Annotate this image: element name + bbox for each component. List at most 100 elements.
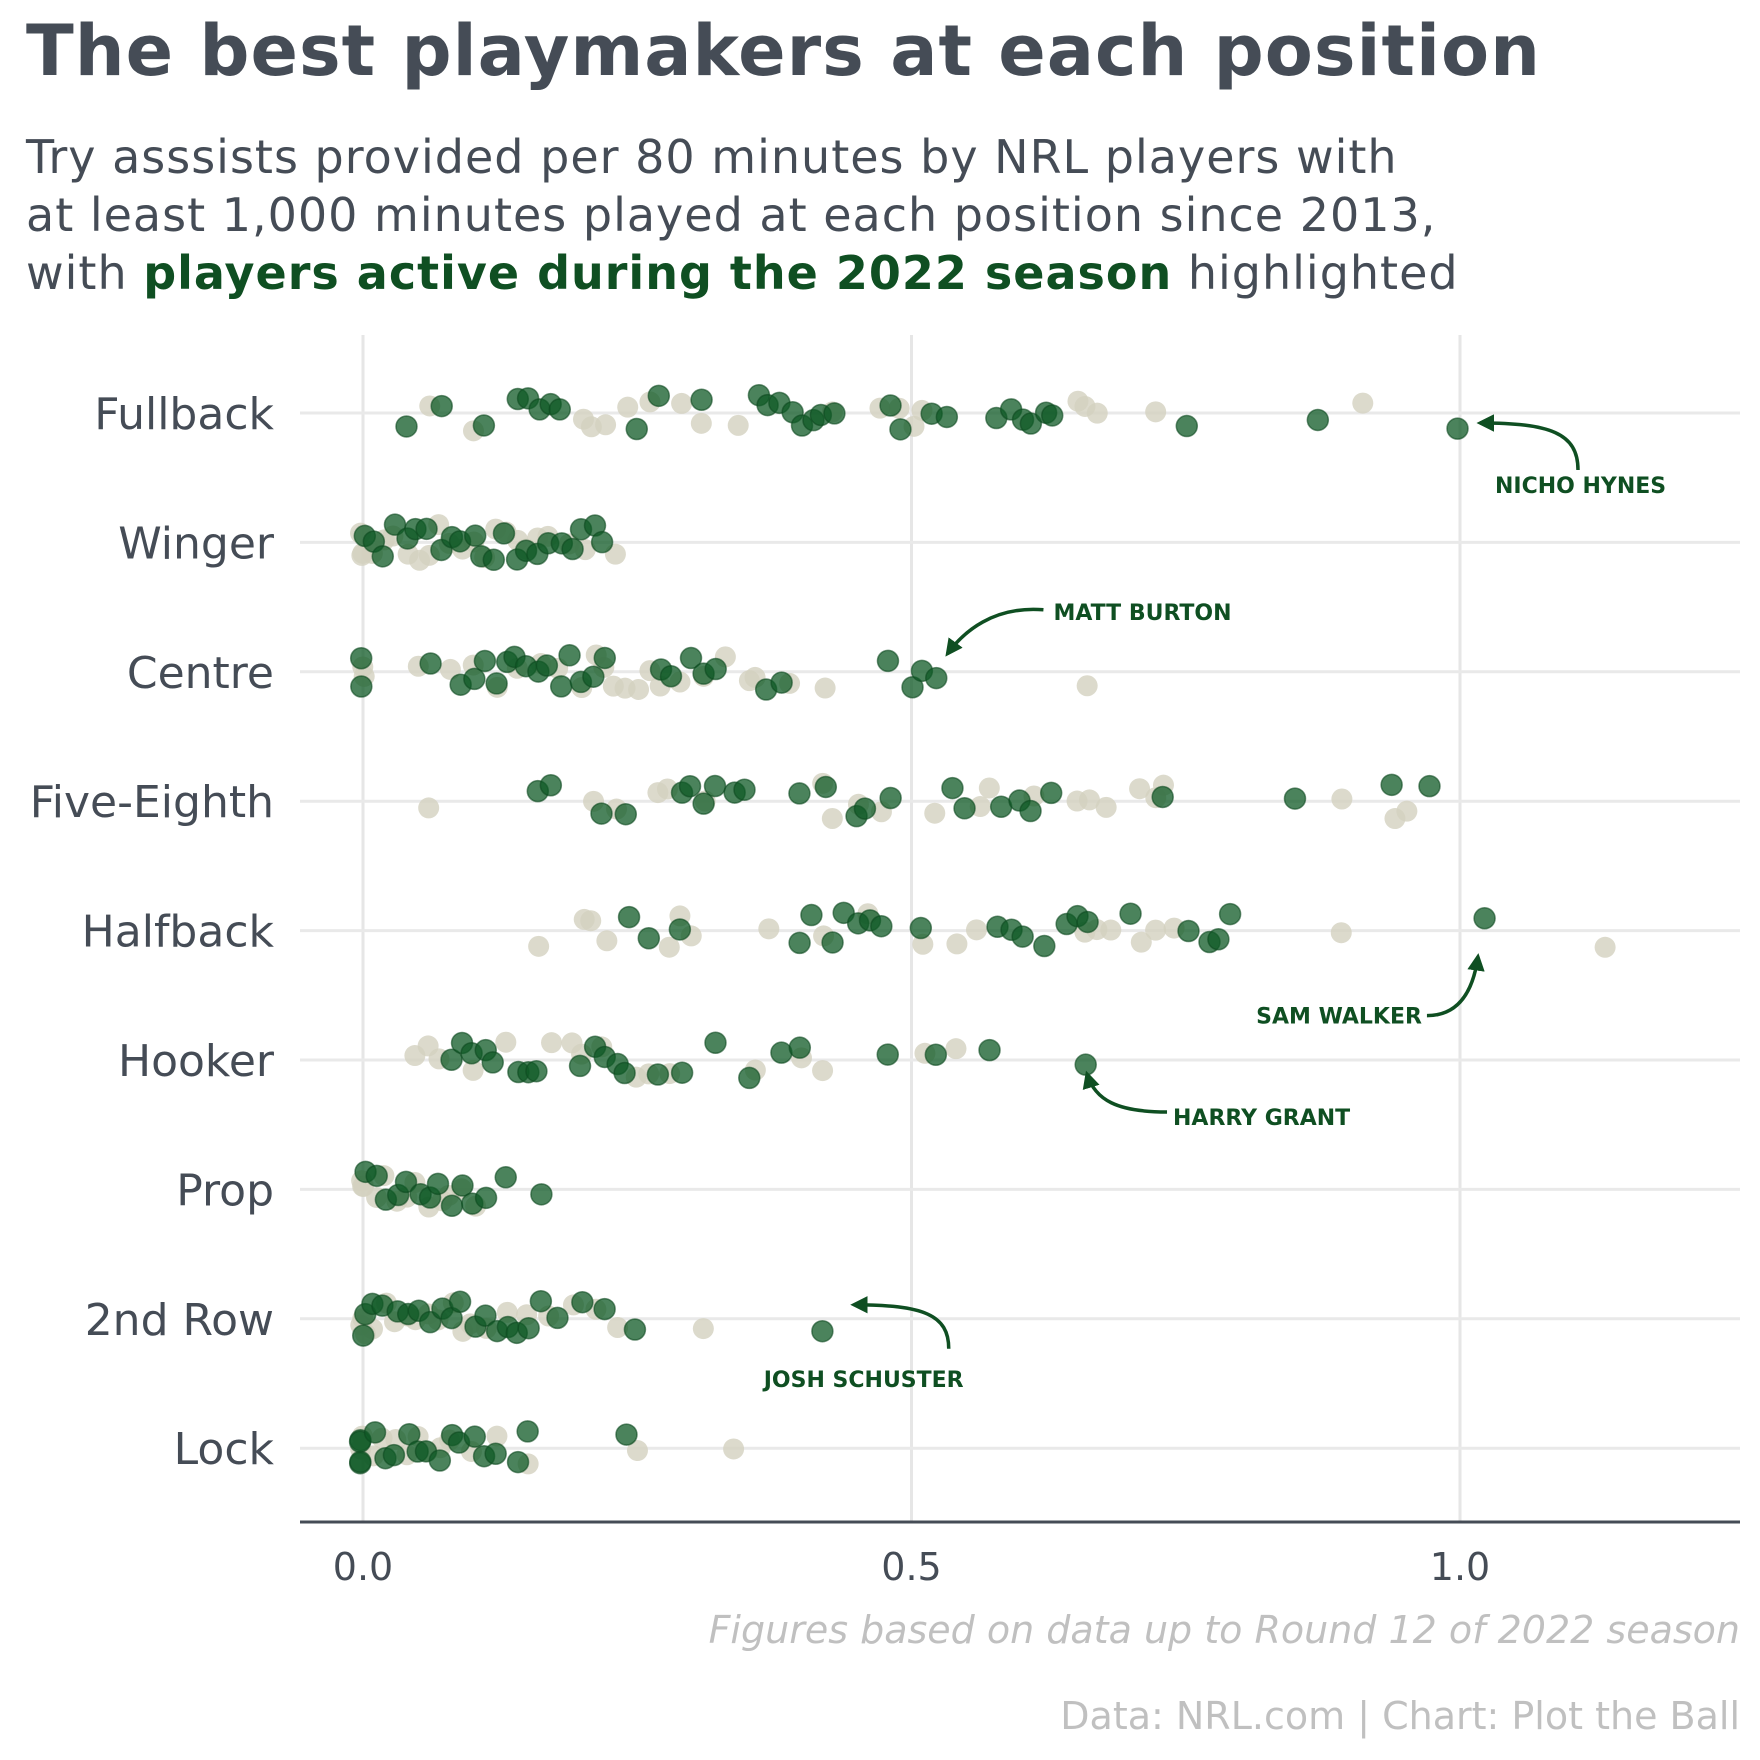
y-tick-label: Winger <box>118 518 275 569</box>
point-active <box>1380 773 1403 797</box>
point-active <box>463 524 487 547</box>
point-active <box>770 1041 793 1064</box>
point-active <box>1076 910 1099 934</box>
point-active <box>678 775 702 798</box>
point-inactive <box>658 936 680 958</box>
point-active <box>811 1319 834 1343</box>
point-inactive <box>596 930 618 952</box>
point-active <box>525 1059 548 1083</box>
point-active <box>690 388 713 412</box>
point-active <box>430 394 453 418</box>
point-active <box>463 1425 487 1448</box>
point-active <box>548 398 572 421</box>
point-active <box>1039 781 1063 805</box>
point-active <box>924 1043 948 1066</box>
point-active <box>349 1450 372 1474</box>
point-active <box>350 675 373 698</box>
point-active <box>371 545 395 568</box>
y-tick-label: Prop <box>176 1165 274 1216</box>
point-active <box>440 1048 463 1072</box>
point-active <box>876 649 900 673</box>
point-active <box>506 1450 530 1474</box>
point-active <box>617 905 641 929</box>
point-inactive <box>945 1038 967 1060</box>
point-active <box>1473 907 1496 930</box>
point-active <box>419 652 442 675</box>
annotation-arrow <box>945 607 1044 657</box>
point-inactive <box>692 1318 714 1340</box>
point-active <box>1218 902 1242 926</box>
x-tick-label: 0.0 <box>333 1545 393 1589</box>
subtitle-line-3-pre: with <box>26 246 144 300</box>
point-active <box>494 1166 517 1189</box>
point-active <box>1033 934 1056 958</box>
point-active <box>659 664 683 688</box>
point-active <box>770 671 793 694</box>
point-active <box>668 918 692 941</box>
point-inactive <box>1078 789 1100 811</box>
point-inactive <box>1076 675 1098 697</box>
footnote: Figures based on data up to Round 12 of … <box>708 1608 1740 1652</box>
point-active <box>1019 412 1043 435</box>
point-inactive <box>607 1316 629 1338</box>
point-active <box>365 1164 388 1188</box>
point-active <box>517 1316 540 1340</box>
y-tick-label: Lock <box>174 1424 275 1475</box>
point-active <box>451 1174 474 1197</box>
y-tick-label: Halfback <box>82 907 275 958</box>
point-active <box>448 1290 472 1313</box>
point-active <box>870 914 893 938</box>
point-active <box>463 667 486 691</box>
point-active <box>516 1420 539 1443</box>
point-active <box>426 1172 450 1196</box>
x-tick-label: 0.5 <box>881 1545 941 1589</box>
point-active <box>1041 404 1064 427</box>
y-tick-label: Fullback <box>94 389 274 440</box>
point-active <box>349 646 373 670</box>
point-active <box>558 644 581 667</box>
y-tick-label: Hooker <box>118 1036 275 1087</box>
annotation-label: HARRY GRANT <box>1173 1106 1350 1131</box>
point-inactive <box>1129 778 1151 800</box>
point-inactive <box>418 797 440 819</box>
point-inactive <box>1331 788 1353 810</box>
point-active <box>1019 799 1042 823</box>
point-active <box>1011 925 1034 948</box>
point-inactive <box>690 412 712 434</box>
point-active <box>472 414 496 437</box>
source-credit: Data: NRL.com | Chart: Plot the Ball <box>1060 1694 1740 1738</box>
point-active <box>568 1054 592 1078</box>
point-active <box>482 548 506 572</box>
x-tick-label: 1.0 <box>1430 1545 1490 1589</box>
point-active <box>704 657 727 681</box>
subtitle-highlight: players active during the 2022 season <box>143 246 1173 300</box>
point-inactive <box>978 777 1000 799</box>
point-active <box>679 646 703 670</box>
point-inactive <box>812 1060 834 1082</box>
point-inactive <box>946 933 968 955</box>
point-inactive <box>1330 922 1352 944</box>
point-active <box>879 394 902 417</box>
point-active <box>593 646 617 670</box>
point-active <box>530 1183 553 1206</box>
point-inactive <box>626 1440 648 1462</box>
point-inactive <box>965 919 987 941</box>
point-inactive <box>1145 401 1167 423</box>
point-active <box>646 1063 670 1086</box>
point-inactive <box>1086 402 1108 424</box>
point-active <box>733 778 756 801</box>
point-active <box>879 786 902 810</box>
point-active <box>382 1443 406 1467</box>
point-active <box>473 649 497 673</box>
chart-title: The best playmakers at each position <box>26 10 1541 92</box>
annotation-arrow <box>1426 953 1485 1018</box>
point-inactive <box>924 802 946 824</box>
point-inactive <box>595 414 617 436</box>
point-active <box>670 1061 694 1084</box>
annotation-label: JOSH SCHUSTER <box>762 1368 964 1393</box>
annotation-arrow <box>1476 414 1580 471</box>
point-active <box>925 666 948 690</box>
point-active <box>1283 787 1307 810</box>
point-inactive <box>814 677 836 699</box>
point-active <box>474 1304 497 1327</box>
